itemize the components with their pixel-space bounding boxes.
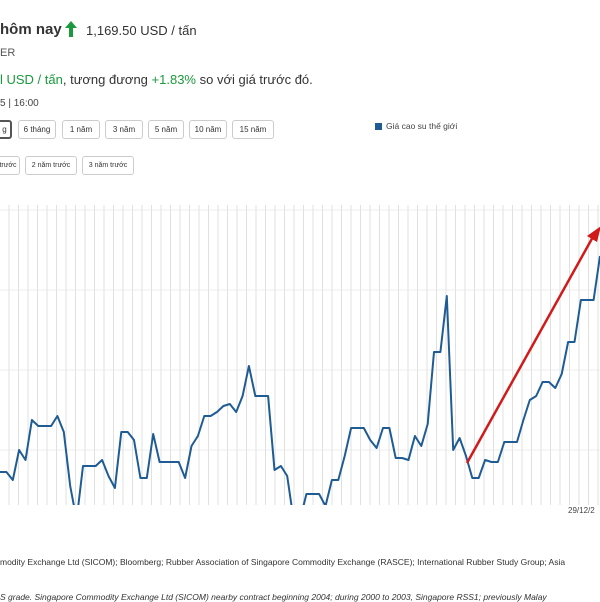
trend-arrow-shaft: [465, 234, 596, 464]
compare-button-3-years-ago[interactable]: 3 năm trước: [82, 156, 134, 175]
change-amount: l USD / tấn: [0, 72, 63, 87]
data-source-text: modity Exchange Ltd (SICOM); Bloomberg; …: [0, 557, 566, 567]
price-chart: [0, 205, 600, 505]
trend-arrow: [465, 226, 600, 464]
legend-swatch: [375, 123, 382, 130]
compare-button-2-years-ago[interactable]: 2 năm trước: [25, 156, 77, 175]
series-line-group: [0, 255, 600, 505]
range-button-3-years[interactable]: 3 năm: [105, 120, 143, 139]
current-price: 1,169.50 USD / tấn: [86, 23, 197, 38]
change-percent: +1.83%: [151, 72, 196, 87]
chart-grid: [0, 205, 600, 505]
range-button-15-years[interactable]: 15 năm: [232, 120, 274, 139]
unit-code: ER: [0, 47, 16, 59]
legend-label: Giá cao su thế giới: [386, 121, 458, 131]
compare-button-1-year-ago[interactable]: trước: [0, 156, 20, 175]
trend-arrow-head: [587, 226, 600, 242]
range-button-5-years[interactable]: 5 năm: [148, 120, 184, 139]
timestamp: 5 | 16:00: [0, 98, 39, 109]
x-axis-date-label: 29/12/2: [568, 506, 595, 515]
page-title: hôm nay: [0, 21, 62, 38]
change-mid-text: , tương đương: [62, 72, 152, 87]
range-button-6-months[interactable]: 6 tháng: [18, 120, 56, 139]
change-suffix-text: so với giá trước đó.: [195, 72, 313, 87]
price-change-text: l USD / tấn, tương đương +1.83% so với g…: [0, 72, 313, 87]
series-line: [0, 255, 600, 505]
footnote-text: S grade. Singapore Commodity Exchange Lt…: [0, 592, 547, 602]
arrow-up-icon: [65, 21, 77, 37]
range-button-current[interactable]: g: [0, 120, 12, 139]
range-button-1-year[interactable]: 1 năm: [62, 120, 100, 139]
range-button-10-years[interactable]: 10 năm: [189, 120, 227, 139]
